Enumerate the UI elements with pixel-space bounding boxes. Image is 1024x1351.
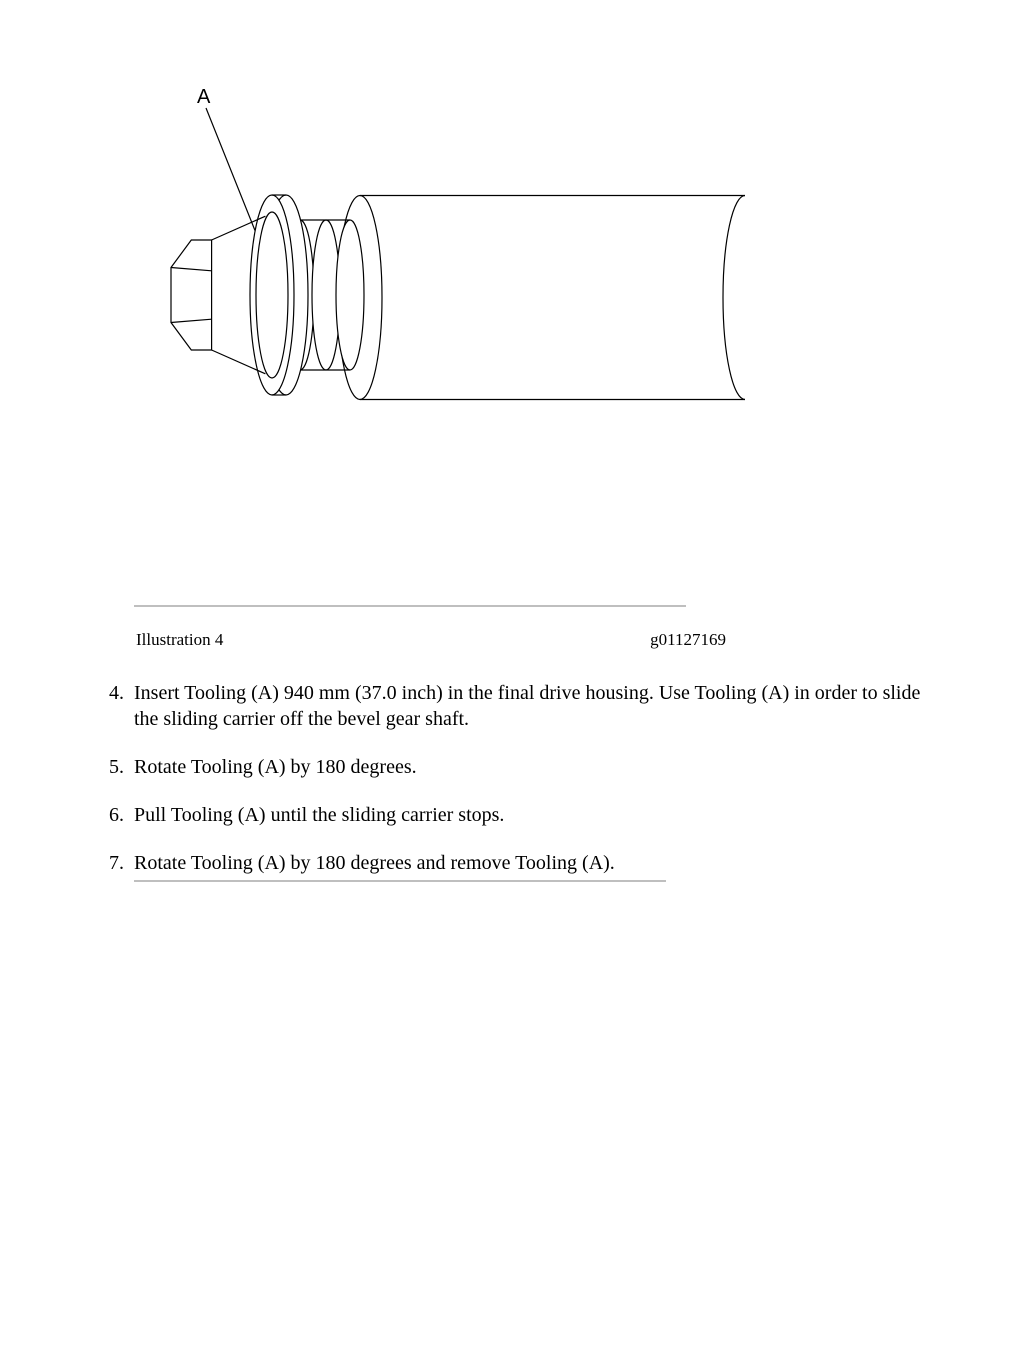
tooling-diagram-svg	[134, 0, 889, 605]
step-number: 6.	[98, 802, 134, 828]
caption-left-text: Illustration 4	[136, 630, 223, 650]
step-number: 4.	[98, 680, 134, 732]
caption-right-text: g01127169	[650, 630, 726, 650]
caption-rule-bottom	[134, 880, 666, 882]
step-text: Rotate Tooling (A) by 180 degrees and re…	[134, 850, 928, 876]
caption-rule-top	[134, 605, 686, 607]
document-page: A Illustration 4 g01127169 4.Insert Tool…	[0, 0, 1024, 1351]
procedure-steps-list: 4.Insert Tooling (A) 940 mm (37.0 inch) …	[98, 680, 928, 898]
callout-label-a: A	[197, 86, 210, 109]
procedure-step: 7.Rotate Tooling (A) by 180 degrees and …	[98, 850, 928, 876]
step-number: 5.	[98, 754, 134, 780]
step-text: Rotate Tooling (A) by 180 degrees.	[134, 754, 928, 780]
step-text: Pull Tooling (A) until the sliding carri…	[134, 802, 928, 828]
procedure-step: 6.Pull Tooling (A) until the sliding car…	[98, 802, 928, 828]
step-number: 7.	[98, 850, 134, 876]
illustration-caption: Illustration 4 g01127169	[136, 630, 726, 650]
illustration-figure: A	[134, 0, 889, 605]
procedure-step: 4.Insert Tooling (A) 940 mm (37.0 inch) …	[98, 680, 928, 732]
step-text: Insert Tooling (A) 940 mm (37.0 inch) in…	[134, 680, 928, 732]
procedure-step: 5.Rotate Tooling (A) by 180 degrees.	[98, 754, 928, 780]
